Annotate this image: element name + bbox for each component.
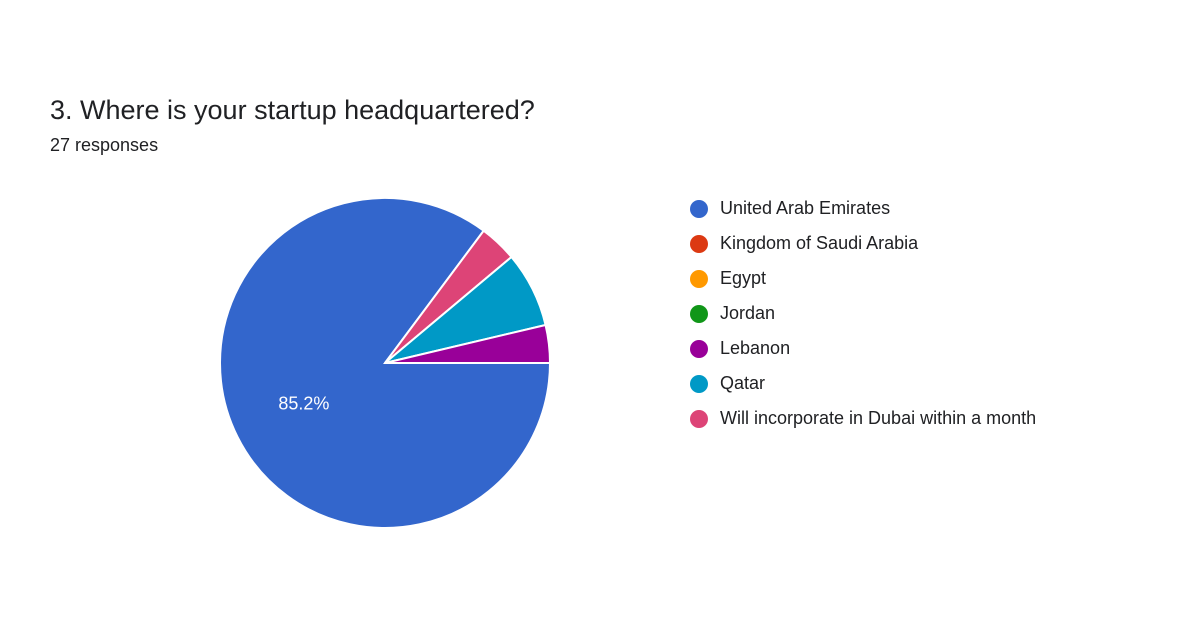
legend-label: Qatar	[720, 373, 765, 394]
legend-item: Lebanon	[690, 338, 1036, 359]
legend-swatch	[690, 305, 708, 323]
pie-slice-label: 85.2%	[278, 394, 329, 414]
legend-label: Will incorporate in Dubai within a month	[720, 408, 1036, 429]
legend-swatch	[690, 270, 708, 288]
legend-item: United Arab Emirates	[690, 198, 1036, 219]
legend-item: Egypt	[690, 268, 1036, 289]
question-title: 3. Where is your startup headquartered?	[50, 95, 535, 126]
responses-count: 27 responses	[50, 135, 158, 156]
legend-item: Will incorporate in Dubai within a month	[690, 408, 1036, 429]
legend-swatch	[690, 235, 708, 253]
legend-swatch	[690, 375, 708, 393]
legend-label: Lebanon	[720, 338, 790, 359]
legend: United Arab Emirates Kingdom of Saudi Ara…	[690, 198, 1036, 429]
legend-item: Jordan	[690, 303, 1036, 324]
legend-label: Jordan	[720, 303, 775, 324]
legend-swatch	[690, 200, 708, 218]
legend-label: Kingdom of Saudi Arabia	[720, 233, 918, 254]
legend-item: Qatar	[690, 373, 1036, 394]
legend-swatch	[690, 410, 708, 428]
legend-label: Egypt	[720, 268, 766, 289]
legend-swatch	[690, 340, 708, 358]
chart-container: 3. Where is your startup headquartered? …	[0, 0, 1200, 630]
pie-chart: 85.2%	[220, 198, 550, 528]
legend-item: Kingdom of Saudi Arabia	[690, 233, 1036, 254]
legend-label: United Arab Emirates	[720, 198, 890, 219]
